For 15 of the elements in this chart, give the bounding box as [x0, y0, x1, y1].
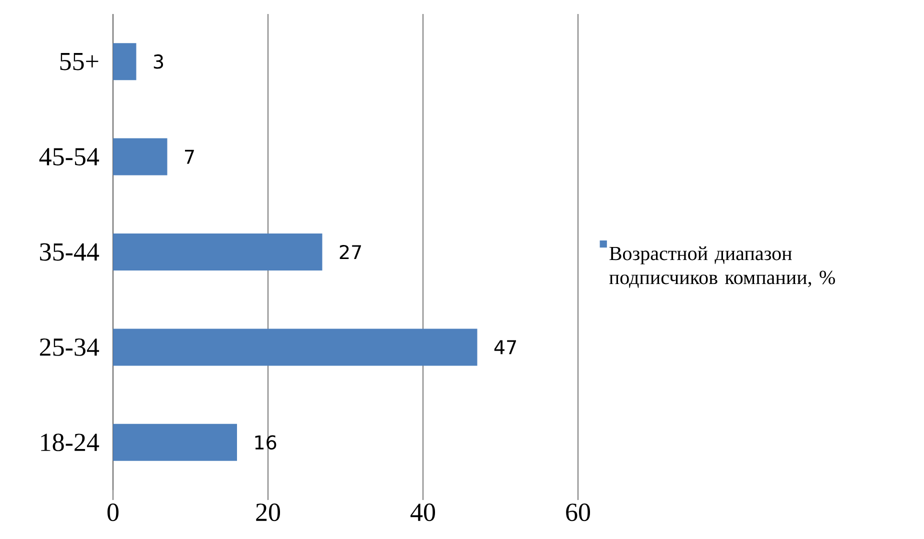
x-tick-label: 0 [107, 504, 119, 522]
y-tick-label: 45-54 [39, 148, 100, 166]
data-label: 3 [154, 54, 164, 69]
legend-label: Возрастной диапазон подписчиков компании, % [609, 246, 835, 288]
data-label: 7 [185, 150, 194, 164]
x-tick-label: 60 [566, 504, 590, 522]
y-tick-label: 35-44 [40, 243, 100, 261]
data-label: 27 [340, 244, 361, 260]
data-label: 16 [255, 435, 276, 450]
x-tick-label: 20 [256, 504, 280, 522]
x-tick-label: 40 [410, 504, 436, 522]
y-tick-label: 55+ [60, 52, 98, 70]
data-label: 47 [494, 340, 516, 354]
y-tick-label: 25-34 [40, 338, 100, 356]
y-tick-label: 18-24 [41, 434, 100, 452]
